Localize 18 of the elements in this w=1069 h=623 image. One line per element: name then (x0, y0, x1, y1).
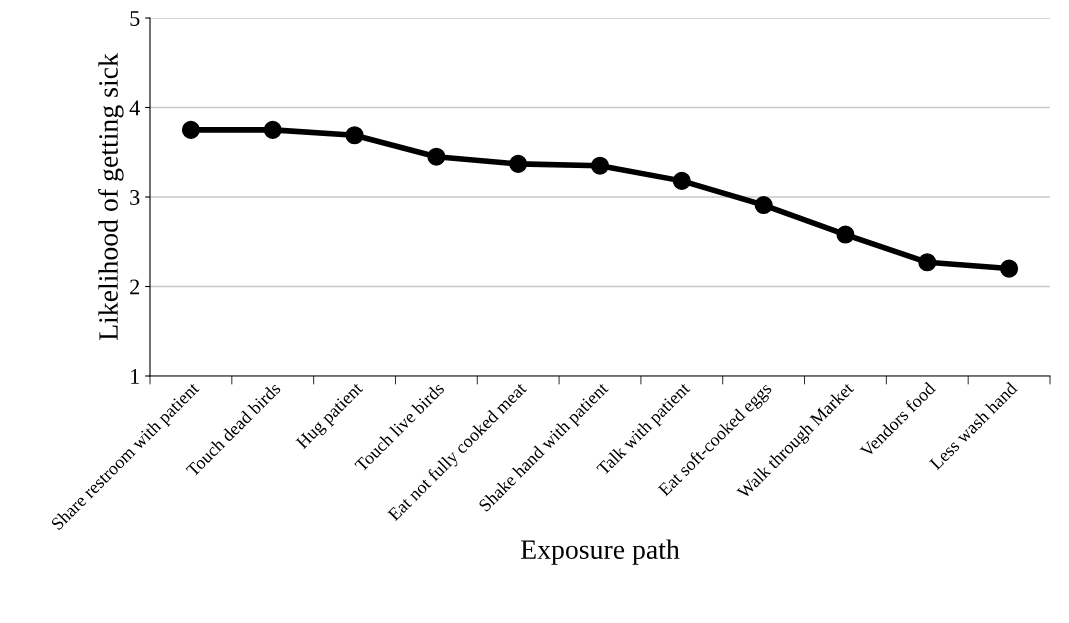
y-tick-label: 4 (129, 100, 140, 116)
y-tick-label: 5 (130, 11, 140, 26)
point (263, 120, 282, 139)
y-tick-label: 3 (130, 189, 140, 205)
point (918, 253, 937, 272)
point (1000, 259, 1019, 278)
point (427, 147, 446, 166)
x-axis-title: Exposure path (520, 539, 680, 565)
y-tick-label: 2 (130, 279, 140, 295)
point (345, 126, 364, 145)
point (672, 171, 691, 190)
point (836, 225, 855, 244)
point (590, 156, 610, 175)
y-tick-label: 1 (131, 369, 139, 384)
y-axis-title: Likelihood of getting sick (98, 53, 124, 341)
point (181, 120, 200, 139)
point (754, 196, 773, 215)
point (509, 154, 528, 173)
